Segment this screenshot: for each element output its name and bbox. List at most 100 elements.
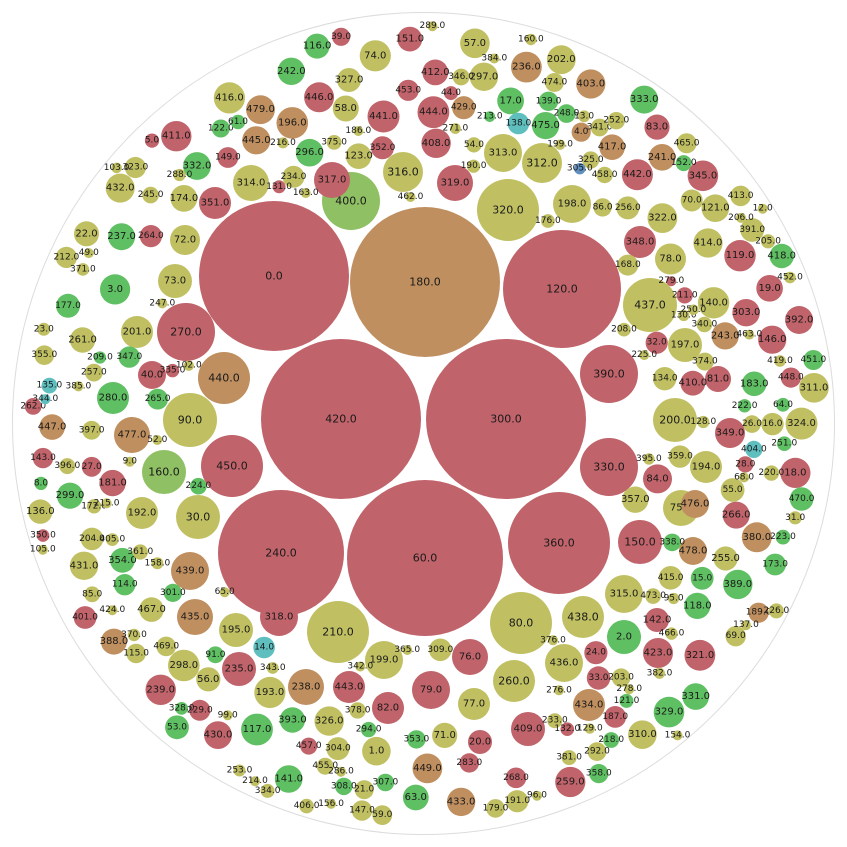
bubble-150: 183.0 [740, 371, 769, 397]
bubble-circle [371, 136, 394, 160]
bubble-circle [580, 438, 638, 496]
bubble-circle [254, 676, 286, 709]
bubble-circle [663, 533, 681, 552]
bubble-290: 158.0 [145, 557, 171, 570]
bubble-331: 384.0 [481, 53, 507, 64]
bubble-circle [110, 547, 135, 573]
bubble-circle [165, 715, 189, 740]
bubble-124: 266.0 [722, 501, 751, 529]
bubble-circle [724, 240, 756, 272]
bubble-171: 401.0 [72, 606, 98, 629]
bubble-25: 199.0 [365, 641, 403, 679]
bubble-circle [690, 451, 722, 483]
bubble-132: 118.0 [683, 592, 712, 620]
bubble-315: 186.0 [345, 126, 371, 136]
bubble-circle [299, 798, 314, 814]
bubble-39: 316.0 [383, 152, 423, 192]
bubble-49: 192.0 [126, 497, 158, 529]
bubble-109: 431.0 [70, 551, 98, 580]
bubble-193: 149.0 [215, 147, 241, 168]
bubble-circle [211, 119, 230, 138]
bubble-circle [199, 187, 231, 219]
bubble-circle [679, 537, 707, 565]
bubble-circle [554, 139, 566, 150]
bubble-26: 318.0 [260, 598, 298, 636]
bubble-44: 73.0 [158, 264, 192, 298]
bubble-10: 270.0 [157, 303, 215, 361]
bubble-217: 203.0 [608, 668, 634, 687]
bubble-3: 420.0 [261, 339, 421, 499]
bubble-184: 138.0 [506, 112, 532, 135]
bubble-69: 441.0 [367, 100, 400, 133]
bubble-circle [199, 201, 349, 351]
bubble-107: 433.0 [447, 787, 475, 817]
bubble-253: 294.0 [356, 721, 382, 738]
bubble-circle [769, 243, 794, 269]
bubble-circle [757, 203, 768, 214]
bubble-222: 39.0 [331, 27, 351, 46]
bubble-circle [739, 472, 750, 483]
bubble-circle [619, 693, 634, 708]
bubble-327: 289.0 [420, 21, 446, 32]
bubble-284: 371.0 [70, 263, 96, 276]
bubble-circle [744, 329, 755, 340]
bubble-147: 410.0 [678, 370, 707, 396]
bubble-circle [105, 173, 135, 203]
bubble-circle [695, 352, 714, 371]
bubble-81: 236.0 [511, 51, 542, 83]
bubble-circle [468, 730, 492, 754]
bubble-166: 429.0 [451, 96, 477, 120]
bubble-circle [176, 495, 220, 539]
bubble-225: 257.0 [81, 363, 107, 382]
bubble-circle [644, 114, 670, 140]
bubble-circle [333, 671, 365, 703]
bubble-circle [653, 696, 685, 728]
bubble-50: 439.0 [171, 552, 209, 590]
bubble-95: 57.0 [460, 28, 490, 59]
bubble-59: 409.0 [511, 712, 545, 746]
bubble-90: 380.0 [741, 522, 772, 553]
bubble-36: 312.0 [522, 143, 562, 183]
bubble-334: 276.0 [546, 685, 572, 696]
bubble-circle [362, 736, 391, 766]
bubble-circle [28, 499, 53, 524]
bubble-circle [196, 667, 221, 692]
bubble-77: 416.0 [213, 82, 245, 114]
bubble-circle [737, 456, 754, 473]
bubble-circle [300, 188, 311, 198]
bubble-circle [24, 398, 42, 415]
bubble-circle [544, 73, 564, 92]
bubble-6: 60.0 [347, 480, 503, 636]
bubble-55: 79.0 [412, 671, 450, 709]
bubble-322: 96.0 [527, 790, 547, 801]
bubble-circle [561, 750, 577, 766]
bubble-circle [73, 606, 97, 629]
bubble-245: 396.0 [54, 458, 80, 475]
bubble-circle [607, 112, 625, 130]
bubble-circle [774, 355, 786, 367]
bubble-circle [101, 498, 112, 509]
bubble-29: 438.0 [562, 596, 604, 638]
bubble-175: 359.0 [667, 445, 693, 468]
bubble-34: 348.0 [624, 226, 656, 258]
bubble-circle [437, 165, 473, 201]
bubble-circle [571, 122, 591, 142]
bubble-316: 163.0 [293, 188, 319, 198]
bubble-168: 256.0 [615, 196, 641, 220]
bubble-circle [163, 583, 182, 603]
bubble-0: 0.0 [199, 201, 349, 351]
bubble-248: 135.0 [37, 377, 63, 394]
bubble-180: 70.0 [680, 189, 703, 212]
bubble-64: 478.0 [679, 537, 707, 565]
bubble-133: 299.0 [56, 482, 84, 509]
bubble-35: 198.0 [553, 185, 591, 223]
bubble-circle [201, 435, 263, 497]
bubble-110: 146.0 [758, 325, 787, 354]
bubble-circle [584, 641, 608, 665]
bubble-circle [676, 133, 697, 154]
bubble-112: 333.0 [630, 85, 659, 114]
bubble-circle [593, 198, 612, 217]
bubble-circle [484, 134, 522, 172]
bubble-58: 20.0 [468, 730, 492, 754]
bubble-circle [81, 456, 102, 477]
